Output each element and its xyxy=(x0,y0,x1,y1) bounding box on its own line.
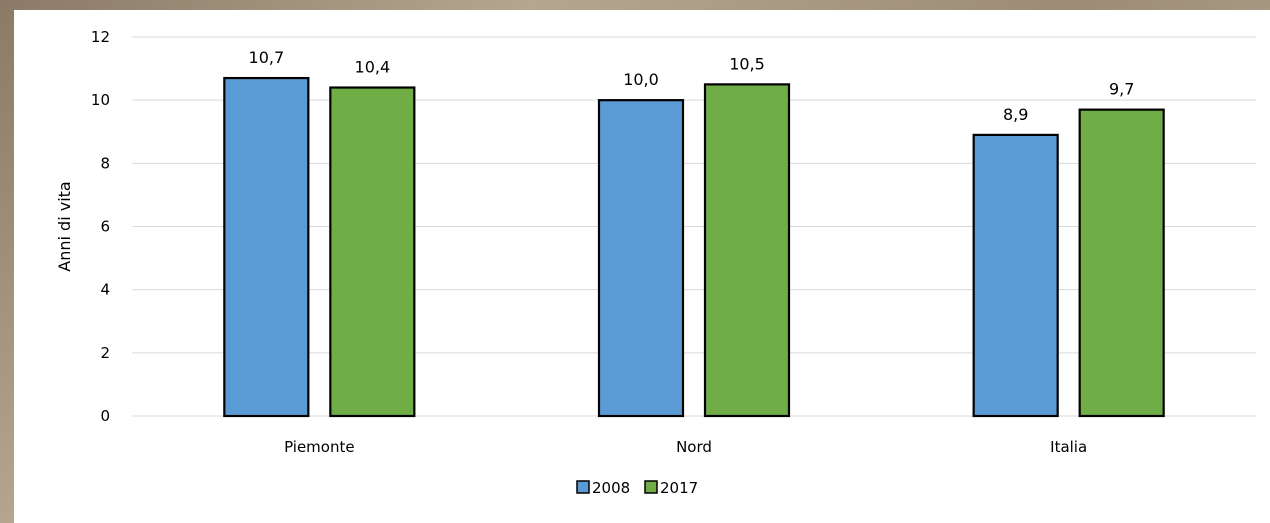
data-label: 10,5 xyxy=(729,54,765,73)
y-tick-label: 8 xyxy=(100,154,110,172)
bar-2008-piemonte xyxy=(223,76,310,418)
y-tick-label: 12 xyxy=(91,28,110,46)
data-label: 8,9 xyxy=(1003,105,1028,124)
data-label: 9,7 xyxy=(1109,80,1134,99)
data-label: 10,7 xyxy=(249,48,285,67)
y-axis-ticks: 0 2 4 6 8 10 12 xyxy=(91,28,110,425)
y-tick-label: 2 xyxy=(100,344,110,362)
data-labels: 10,7 10,4 10,0 10,5 8,9 9,7 xyxy=(249,48,1135,124)
bar-2017-nord xyxy=(703,83,791,418)
legend: 2008 2017 xyxy=(576,479,698,497)
category-label-piemonte: Piemonte xyxy=(284,438,355,456)
category-labels: Piemonte Nord Italia xyxy=(284,438,1087,456)
legend-swatch-2008 xyxy=(576,480,590,494)
y-tick-label: 10 xyxy=(91,91,110,109)
y-tick-label: 0 xyxy=(100,407,110,425)
chart-panel: 0 2 4 6 8 10 12 Anni di vita 10,7 10,4 10,0 10,5 8… xyxy=(14,10,1270,523)
bar-2008-nord xyxy=(597,99,685,418)
bar-2008-italia xyxy=(972,133,1059,418)
category-label-nord: Nord xyxy=(676,438,712,456)
bar-chart: 0 2 4 6 8 10 12 Anni di vita 10,7 10,4 10,0 10,5 8… xyxy=(55,28,1256,497)
legend-label-2017: 2017 xyxy=(660,479,698,497)
gridlines xyxy=(132,36,1256,417)
data-label: 10,0 xyxy=(623,70,659,89)
bar-2017-piemonte xyxy=(329,86,416,418)
y-axis-title: Anni di vita xyxy=(55,181,74,271)
bar-2017-italia xyxy=(1078,108,1165,418)
y-tick-label: 6 xyxy=(100,218,110,236)
y-tick-label: 4 xyxy=(100,281,110,299)
legend-swatch-2017 xyxy=(644,480,658,494)
data-label: 10,4 xyxy=(355,58,391,77)
bars xyxy=(223,76,1165,418)
legend-label-2008: 2008 xyxy=(592,479,630,497)
category-label-italia: Italia xyxy=(1050,438,1087,456)
